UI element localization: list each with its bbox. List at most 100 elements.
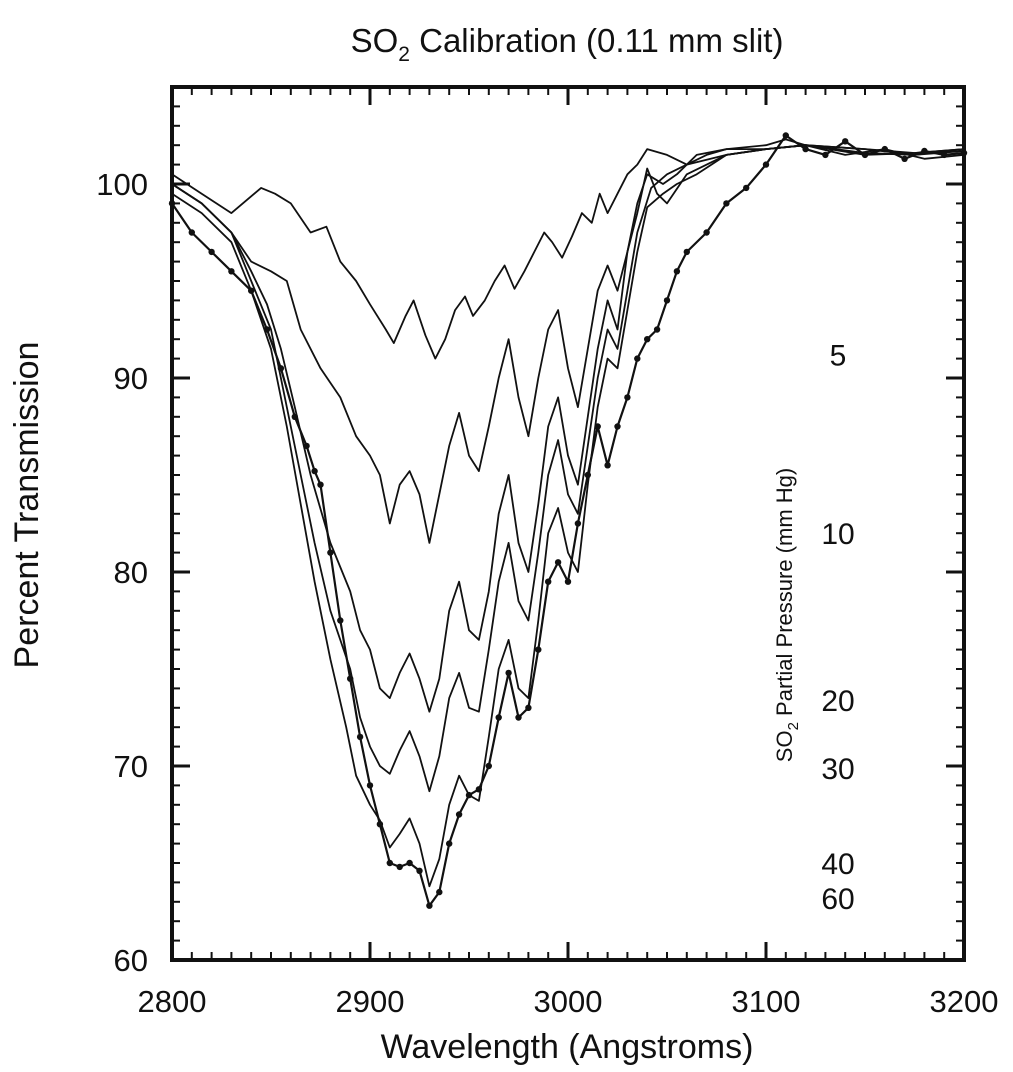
pressure-axis-label-rest: Partial Pressure (mm Hg) [772,468,797,722]
series-point-60-mmhg [208,248,215,256]
series-point-60-mmhg [366,782,374,789]
series-point-60-mmhg [455,811,463,818]
y-tick-label: 60 [114,943,148,978]
series-point-60-mmhg [277,365,285,372]
series-point-60-mmhg [614,423,621,430]
series-point-60-mmhg [802,145,809,153]
y-axis-label: Percent Transmission [8,342,46,669]
series-point-60-mmhg [901,155,908,162]
series-point-60-mmhg [653,326,661,333]
series-point-60-mmhg [525,704,532,711]
series-point-60-mmhg [554,559,562,566]
series-point-60-mmhg [594,423,601,430]
series-point-60-mmhg [356,733,364,741]
pressure-label: 40 [821,848,854,881]
series-line-10-mmhg [171,144,965,544]
chart-title: SO2 Calibration (0.11 mm slit) [351,22,784,66]
series-point-60-mmhg [723,200,730,207]
x-axis-label: Wavelength (Angstroms) [381,1028,754,1066]
series-point-60-mmhg [465,791,473,799]
series-point-60-mmhg [545,578,552,585]
y-tick-label: 70 [114,749,148,784]
pressure-axis-label-subscript: 2 [785,722,802,730]
series-point-60-mmhg [485,762,492,770]
title-subscript: 2 [398,43,410,66]
x-tick-label: 2800 [138,984,207,1019]
series-point-60-mmhg [822,151,829,159]
x-tick-label: 3200 [930,984,999,1019]
series-point-60-mmhg [168,200,176,207]
series-point-60-mmhg [743,184,750,192]
series-point-60-mmhg [291,413,298,420]
series-point-60-mmhg [311,467,318,475]
title-main: SO [351,22,399,59]
series-point-60-mmhg [881,145,888,153]
series-point-60-mmhg [624,394,631,401]
series-point-60-mmhg [347,675,354,682]
pressure-axis-label-main: SO [772,730,797,762]
series-point-60-mmhg [703,229,710,236]
series-point-60-mmhg [574,520,582,527]
series-point-60-mmhg [960,149,968,157]
series-point-60-mmhg [248,287,255,294]
series-point-60-mmhg [584,471,591,479]
series-point-60-mmhg [673,268,681,275]
series-point-60-mmhg [376,821,384,828]
series-point-60-mmhg [416,867,423,874]
series-point-60-mmhg [188,229,195,236]
pressure-label: 5 [830,340,847,373]
series-point-60-mmhg [396,863,403,871]
series-point-60-mmhg [644,336,651,343]
series-point-60-mmhg [475,786,483,793]
series-point-60-mmhg [327,549,334,556]
series-point-60-mmhg [495,714,502,721]
x-tick-labels: 2800 2900 3000 3100 3200 [138,984,999,1019]
minor-ticks [172,86,964,960]
series-point-60-mmhg [941,151,948,159]
pressure-axis-label: SO2 Partial Pressure (mm Hg) [772,468,802,762]
series-point-60-mmhg [406,859,413,867]
series-point-60-mmhg [337,617,344,624]
series-line-5-mmhg [171,138,965,360]
series-line-40-mmhg [171,144,965,888]
series-point-60-mmhg [683,248,690,256]
series-line-60-mmhg [171,134,965,907]
series-point-60-mmhg [515,714,522,721]
series-point-60-mmhg [535,646,542,653]
series-point-60-mmhg [303,442,310,450]
series-point-60-mmhg [446,840,453,847]
series-point-60-mmhg [861,151,869,159]
series-point-60-mmhg [921,147,928,155]
y-tick-labels: 60 70 80 90 100 [96,167,148,978]
series-point-60-mmhg [604,462,611,469]
series-point-60-mmhg [436,888,443,896]
pressure-label: 10 [821,518,854,551]
series-point-60-mmhg [842,138,849,145]
series-point-60-mmhg [317,481,324,488]
x-tick-label: 2900 [336,984,405,1019]
pressure-label: 20 [821,685,854,718]
title-rest: Calibration (0.11 mm slit) [410,22,784,59]
series-point-60-mmhg [782,132,789,139]
series-point-60-mmhg [228,268,235,275]
series-point-60-mmhg [263,326,271,333]
series-point-60-mmhg [564,578,572,585]
series-point-60-mmhg [505,669,512,677]
x-tick-label: 3100 [732,984,801,1019]
y-tick-label: 80 [114,555,148,590]
series-line-30-mmhg [171,144,965,793]
y-tick-label: 100 [96,167,148,202]
series-point-60-mmhg [663,297,671,304]
x-tick-label: 3000 [534,984,603,1019]
pressure-label: 60 [821,883,854,916]
series-point-60-mmhg [634,355,641,362]
series-point-60-mmhg [762,161,770,168]
series-point-60-mmhg [426,902,433,909]
series-group [168,132,968,909]
pressure-label: 30 [821,753,854,786]
series-point-60-mmhg [386,859,393,867]
series-line-20-mmhg [171,144,965,713]
y-tick-label: 90 [114,361,148,396]
